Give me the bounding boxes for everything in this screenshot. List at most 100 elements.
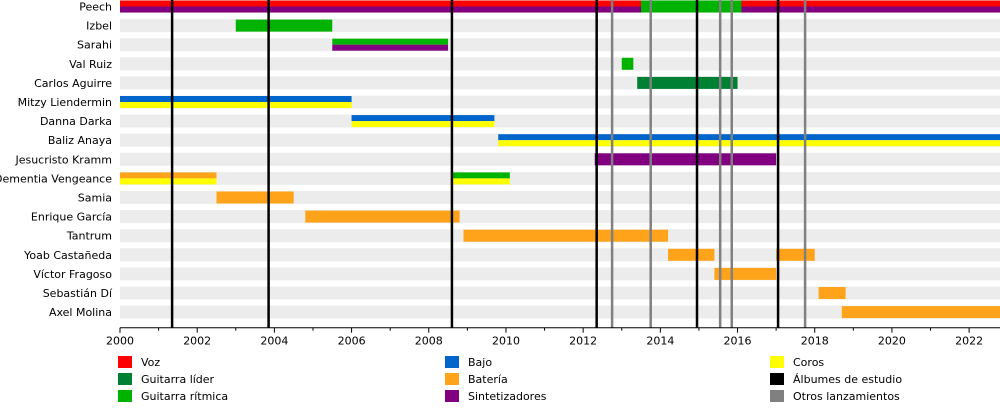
member-bar-segment (120, 102, 352, 108)
legend-item: Guitarra rítmica (118, 390, 228, 403)
member-bar-segment (498, 140, 1000, 147)
member-name-label: Baliz Anaya (48, 134, 112, 147)
member-name-label: Jesucristo Kramm (14, 153, 112, 166)
member-name-label: Carlos Aguirre (34, 77, 112, 90)
x-tick-label: 2012 (569, 335, 597, 348)
legend-swatch (770, 390, 784, 402)
row-backgrounds (120, 0, 1000, 319)
x-tick-label: 2004 (260, 335, 288, 348)
member-bar-segment (498, 134, 1000, 141)
member-bar-segment (841, 306, 1000, 319)
member-bar-segment (120, 172, 217, 179)
legend-label: Voz (141, 356, 160, 369)
legend-label: Guitarra líder (141, 373, 215, 386)
member-bar-segment (351, 115, 495, 122)
x-tick-label: 2022 (955, 335, 983, 348)
member-bar (305, 210, 460, 223)
legend-item: Álbumes de estudio (770, 373, 902, 386)
member-bar-segment (216, 191, 294, 204)
x-tick-label: 2010 (492, 335, 520, 348)
legend-item: Otros lanzamientos (770, 390, 900, 403)
legend-item: Batería (445, 373, 508, 386)
member-bar (776, 248, 815, 261)
member-name-label: Tantrum (66, 230, 112, 243)
member-bar-segment (235, 19, 333, 32)
x-axis: 2000 2002 2004 2006 2008 2010 2012 2014 2016 2018… (106, 327, 1000, 348)
legend-swatch (118, 373, 132, 385)
member-name-label: Izbel (86, 20, 112, 33)
member-bar-segment (637, 76, 738, 89)
member-bar-segment (305, 210, 460, 223)
member-name-label: Mitzy Liendermin (18, 96, 112, 109)
legend-swatch (445, 390, 459, 402)
legend-swatch (118, 390, 132, 402)
row-stripe (120, 286, 1000, 300)
row-stripe (120, 305, 1000, 319)
legend-swatch (770, 356, 784, 368)
legend: Voz Guitarra líder Guitarra rítmica Bajo Bat… (118, 356, 902, 403)
x-tick-label: 2002 (183, 335, 211, 348)
legend-label: Batería (468, 373, 508, 386)
legend-item: Guitarra líder (118, 373, 215, 386)
member-name-label: Sarahi (77, 39, 112, 52)
member-name-label: Val Ruiz (69, 58, 112, 71)
member-bar (332, 38, 449, 51)
member-bar (463, 229, 669, 242)
member-bar (235, 19, 333, 32)
member-labels: Peech Izbel Sarahi Val Ruiz Carlos Aguirre Mi… (0, 1, 113, 320)
row-stripe (120, 38, 1000, 52)
member-bar-segment (120, 96, 352, 102)
row-stripe (120, 210, 1000, 224)
member-name-label: Danna Darka (40, 115, 112, 128)
member-bar-segment (621, 57, 634, 70)
legend-swatch (445, 356, 459, 368)
member-bar-segment (120, 0, 1000, 7)
x-tick-label: 2006 (338, 335, 366, 348)
member-name-label: Dementia Vengeance (0, 172, 112, 185)
member-bar-segment (120, 6, 1000, 13)
member-name-label: Enrique García (31, 211, 112, 224)
member-bar (120, 96, 352, 108)
member-bar-segment (120, 178, 217, 185)
x-tick-label: 2000 (106, 335, 134, 348)
legend-item: Coros (770, 356, 824, 369)
member-bar (714, 267, 777, 280)
x-tick-label: 2008 (415, 335, 443, 348)
row-stripe (120, 114, 1000, 128)
legend-item: Voz (118, 356, 160, 369)
member-bar (641, 0, 742, 13)
member-bar (498, 134, 1000, 147)
legend-swatch (118, 356, 132, 368)
member-bar-segment (818, 287, 846, 299)
row-stripe (120, 248, 1000, 262)
member-name-label: Peech (79, 1, 112, 14)
row-stripe (120, 19, 1000, 33)
legend-label: Álbumes de estudio (793, 373, 902, 386)
member-bar (351, 115, 495, 128)
row-stripe (120, 267, 1000, 281)
member-bar-segment (641, 0, 742, 13)
member-bar-segment (351, 121, 495, 128)
member-bar (594, 153, 777, 166)
legend-swatch (445, 373, 459, 385)
legend-label: Coros (793, 356, 824, 369)
member-bar (818, 287, 846, 299)
x-tick-label: 2020 (878, 335, 906, 348)
member-bar-segment (451, 172, 510, 179)
member-bar-segment (332, 44, 449, 51)
member-bar (841, 306, 1000, 319)
member-bar (120, 0, 1000, 13)
member-bar-segment (668, 248, 715, 261)
row-stripe (120, 76, 1000, 90)
legend-label: Guitarra rítmica (141, 390, 228, 403)
member-bar-segment (594, 153, 777, 166)
member-bar (668, 248, 715, 261)
legend-label: Sintetizadores (468, 390, 547, 403)
release-lines (170, 0, 807, 328)
member-bar-segment (451, 178, 510, 185)
member-bar-segment (776, 248, 815, 261)
legend-swatch (770, 373, 784, 385)
member-bar-segment (714, 267, 777, 280)
